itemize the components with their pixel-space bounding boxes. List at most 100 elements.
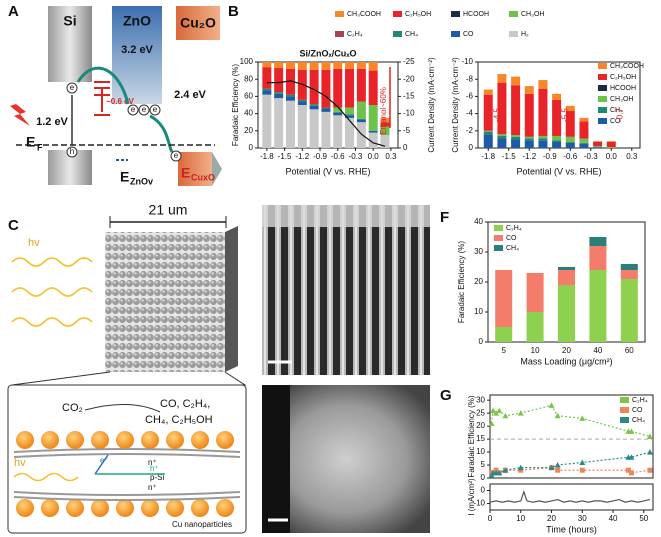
bar — [483, 134, 493, 148]
bar — [333, 62, 343, 69]
chart-title: Si/ZnOₓ/CuₓO — [299, 48, 356, 58]
y-tick-label: 80 — [244, 74, 253, 83]
x-tick-label: 60 — [625, 346, 634, 355]
label: 1.2 eV — [36, 116, 68, 128]
bar — [620, 279, 638, 342]
bar — [524, 138, 534, 141]
marker — [496, 469, 503, 476]
label: n⁺ — [148, 483, 157, 492]
zno-band — [112, 6, 162, 104]
y-tick-label: 0 — [481, 473, 486, 482]
bar — [558, 285, 575, 342]
legend-label: CH₄ — [405, 31, 418, 38]
legend-label: C₂H₄ — [632, 397, 648, 404]
marker — [579, 415, 586, 421]
x-axis-label: Potential (V vs. RHE) — [516, 166, 601, 176]
y-tick-label: 0 — [479, 337, 484, 346]
bar — [524, 86, 534, 94]
bar — [333, 111, 343, 113]
legend-label: C₂H₄ — [506, 225, 522, 232]
legend-swatch — [393, 31, 402, 37]
marker — [502, 412, 509, 419]
bar — [333, 107, 343, 112]
panel-label: B — [228, 3, 239, 20]
bar — [285, 62, 295, 69]
x-tick-label: 0 — [488, 514, 493, 523]
line — [266, 80, 386, 147]
annotation: -4.5 — [492, 108, 501, 122]
bar — [552, 99, 562, 136]
marker — [488, 420, 495, 427]
bar — [321, 62, 331, 70]
transfer-arrow — [149, 114, 174, 153]
y-axis-label: Faradaic Efficiency (%) — [467, 395, 476, 477]
bar — [606, 147, 616, 148]
marker — [646, 433, 653, 439]
sem-image-edge — [262, 385, 290, 533]
bar — [380, 126, 390, 136]
bar — [297, 101, 307, 105]
bar — [321, 107, 331, 109]
bar — [593, 141, 603, 142]
legend-swatch — [598, 107, 607, 113]
bar — [380, 122, 390, 127]
legend-label: CH₄ — [610, 107, 623, 114]
bar — [309, 105, 319, 110]
electron: e — [153, 105, 158, 114]
bar — [579, 138, 589, 143]
electron-arrow — [94, 454, 109, 475]
legend-label: HCOOH — [463, 11, 489, 18]
scale-label: 21 um — [149, 202, 188, 218]
legend-label: C₂H₄ — [347, 31, 363, 38]
electron: e — [70, 83, 75, 92]
bar — [309, 104, 319, 106]
legend-swatch — [620, 397, 629, 403]
si-band — [48, 6, 92, 82]
legend-swatch — [598, 63, 607, 69]
bar — [511, 76, 521, 86]
annotation: Ethanol~60% — [379, 87, 388, 135]
bar — [321, 108, 331, 112]
cuxo-level — [178, 152, 212, 186]
bar — [620, 270, 638, 279]
x-tick-label: 20 — [547, 514, 556, 523]
label: Cu₂O — [180, 15, 216, 31]
bar — [524, 136, 534, 139]
legend-label: CH₃COOH — [610, 63, 644, 70]
y2-tick-label: -25 — [403, 57, 415, 66]
bar — [368, 132, 378, 148]
bar — [345, 62, 355, 69]
marker — [625, 467, 631, 473]
y-tick-label: -10 — [461, 57, 473, 66]
legend-swatch — [494, 245, 503, 251]
bar — [552, 93, 562, 100]
legend-swatch — [451, 11, 460, 17]
legend-swatch — [494, 225, 503, 231]
legend-swatch — [598, 118, 607, 124]
layers — [13, 448, 241, 501]
bar — [380, 117, 390, 123]
marker — [502, 467, 509, 473]
label: 2.4 eV — [174, 89, 206, 101]
bar — [368, 62, 378, 71]
bar — [483, 130, 493, 132]
x-tick-label: 10 — [516, 514, 525, 523]
legend-swatch — [598, 96, 607, 102]
marker — [579, 459, 586, 465]
x-tick-label: 50 — [639, 514, 648, 523]
y-tick-label: 20 — [476, 421, 485, 430]
bar — [495, 270, 513, 327]
bar — [321, 111, 331, 148]
bar — [285, 100, 295, 148]
plot-frame — [489, 483, 654, 511]
label: CH₄, C₂H₅OH — [145, 414, 213, 426]
x-tick-label: -0.3 — [584, 152, 598, 161]
x-axis-label: Mass Loading (μg/cm²) — [520, 356, 612, 366]
x-tick-label: 0.0 — [606, 152, 618, 161]
hole: h — [70, 147, 74, 156]
y-tick-label: 5 — [481, 460, 486, 469]
bar — [483, 94, 493, 131]
y2-axis-label: Current Density (mA·cm⁻²) — [427, 57, 436, 153]
bar — [274, 93, 284, 99]
